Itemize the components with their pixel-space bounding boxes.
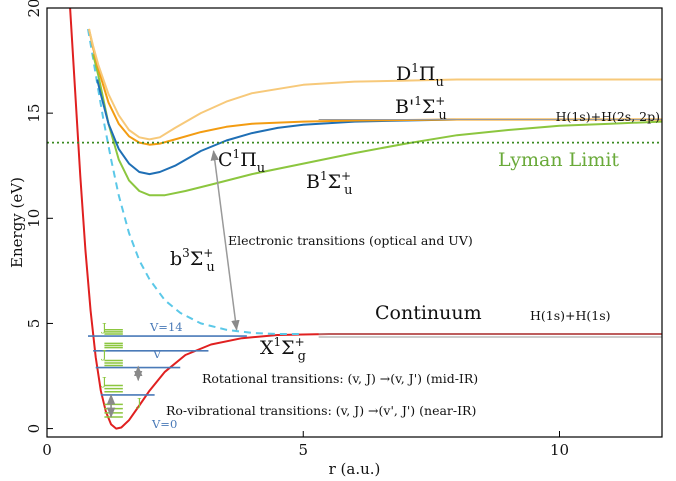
label-h1s-h2s2p: H(1s)+H(2s, 2p): [556, 109, 660, 124]
x-tick-label-0: 0: [42, 441, 52, 459]
curve-b-u: [87, 28, 304, 335]
label-d-state-symmetry: u: [435, 75, 443, 90]
curve-b-u: [92, 54, 662, 197]
label-h1s-h1s: H(1s)+H(1s): [530, 308, 611, 323]
label-c-state-symbol: Π: [240, 149, 257, 171]
label-bprime-state-symbol: Σ: [422, 96, 435, 118]
label-b-triplet-state-symbol: Σ: [190, 248, 203, 270]
label-x-state-symmetry: g: [298, 349, 306, 364]
reference-lines: [47, 118, 662, 338]
label-b-state: B1Σ+ u: [306, 169, 352, 198]
y-axis-title: Energy (eV): [8, 177, 26, 268]
label-electronic-transitions: Electronic transitions (optical and UV): [228, 233, 473, 248]
curve-x-g: [69, 8, 662, 430]
curve-b-u: [88, 28, 662, 146]
y-tick-label-10: 10: [25, 209, 43, 228]
label-continuum: Continuum: [375, 302, 482, 324]
y-tick-label-0: 0: [25, 424, 43, 434]
y-tick-label-15: 15: [25, 104, 43, 123]
label-rotational-transitions: Rotational transitions: (v, J) →(v, J') …: [202, 371, 478, 386]
label-b-triplet-state-symmetry: u: [206, 260, 214, 275]
label-j-4: J: [136, 395, 142, 409]
label-c-state-multiplicity: 1: [233, 147, 241, 161]
y-tick-label-5: 5: [25, 319, 43, 329]
potential-curves: [69, 8, 662, 430]
label-x-state-multiplicity: 1: [274, 335, 282, 349]
label-v: V: [152, 347, 162, 361]
label-lyman-limit: Lyman Limit: [498, 149, 619, 171]
label-rovibrational-transitions: Ro-vibrational transitions: (v, J) →(v',…: [166, 403, 476, 418]
x-axis-title: r (a.u.): [329, 460, 381, 478]
label-v0: V=0: [151, 417, 177, 431]
label-x-state: X1Σ+ g: [260, 335, 306, 364]
label-bprime-state-multiplicity: 1: [414, 94, 422, 108]
label-bprime-state-symmetry: u: [438, 108, 446, 123]
label-b-state-symmetry: u: [344, 183, 352, 198]
label-bprime-state: B'1Σ+ u: [395, 94, 447, 123]
curve-d-u: [88, 28, 662, 141]
axes: 0 5 10 0 5 10 15 20 r (a.u.) Energy (eV): [8, 0, 663, 478]
label-bprime-state-parity: +: [435, 94, 445, 108]
label-x-state-symbol: Σ: [281, 337, 294, 359]
label-d-state-multiplicity: 1: [411, 61, 419, 75]
x-tick-label-5: 5: [298, 441, 308, 459]
label-x-state-parity: +: [295, 335, 305, 349]
label-b-state-letter: B: [306, 171, 320, 193]
label-d-state-letter: D: [396, 63, 411, 85]
label-b-triplet-state-multiplicity: 3: [182, 246, 190, 260]
label-b-triplet-state: b3Σ+ u: [170, 246, 215, 275]
label-c-state-letter: C: [218, 149, 233, 171]
label-c-state-symmetry: u: [257, 161, 265, 176]
y-tick-label-20: 20: [25, 0, 43, 18]
plot-frame: [46, 7, 663, 438]
label-b-state-multiplicity: 1: [320, 169, 328, 183]
label-b-triplet-state-letter: b: [170, 248, 182, 270]
label-d-state-symbol: Π: [419, 63, 436, 85]
label-b-state-parity: +: [341, 169, 351, 183]
label-b-triplet-state-parity: +: [203, 246, 213, 260]
label-b-state-symbol: Σ: [328, 171, 341, 193]
label-j-2: J: [101, 347, 107, 361]
label-c-state: C1Πu: [218, 147, 265, 176]
x-tick-label-10: 10: [550, 441, 569, 459]
label-d-state: D1Πu: [396, 61, 444, 90]
electronic-transition-arrow: [210, 149, 240, 331]
label-bprime-state-letter: B': [395, 96, 414, 118]
label-j-1: J: [101, 320, 107, 334]
label-x-state-letter: X: [260, 337, 274, 359]
label-j-3: J: [101, 374, 107, 388]
label-v14: V=14: [149, 320, 183, 334]
